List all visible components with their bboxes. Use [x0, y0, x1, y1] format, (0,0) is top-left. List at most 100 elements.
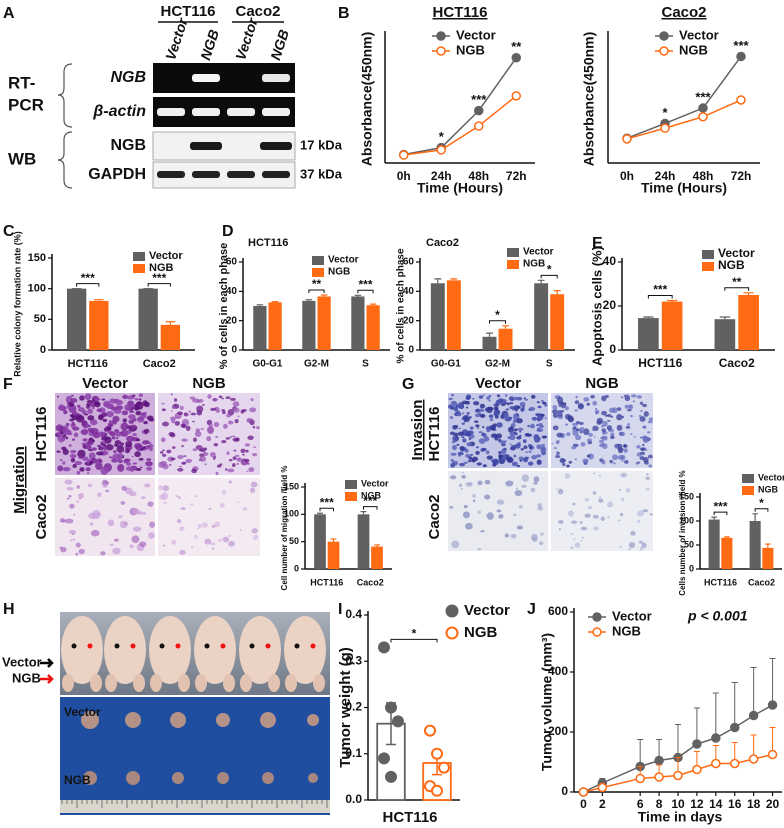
- stain-spot: [475, 450, 480, 455]
- stain-spot: [574, 400, 580, 405]
- stain-spot: [123, 430, 132, 435]
- stain-spot: [57, 395, 60, 398]
- panel-label: C: [3, 223, 15, 240]
- stain-spot: [481, 432, 486, 437]
- y-axis-label: % of cells in each phase: [396, 248, 407, 363]
- stain-spot: [170, 393, 174, 396]
- stain-spot: [228, 540, 235, 547]
- legend-label: NGB: [758, 484, 779, 494]
- stain-spot: [214, 521, 221, 528]
- y-tick-label: 0: [561, 784, 568, 798]
- stain-spot: [237, 457, 241, 460]
- arrow: [40, 674, 54, 684]
- stain-spot: [451, 393, 455, 397]
- stain-spot: [225, 413, 231, 418]
- stain-spot: [109, 456, 113, 459]
- significance-label: *: [547, 263, 552, 277]
- stain-spot: [204, 538, 212, 545]
- stain-spot: [201, 404, 205, 406]
- stain-spot: [68, 530, 77, 535]
- stain-spot: [556, 451, 559, 454]
- stain-spot: [525, 451, 528, 453]
- stain-spot: [598, 439, 605, 443]
- significance-label: **: [732, 275, 742, 289]
- stain-spot: [126, 462, 132, 466]
- stain-spot: [540, 447, 547, 453]
- stain-spot: [486, 406, 493, 414]
- legend-label: Vector: [456, 27, 496, 42]
- ruler: [60, 800, 330, 813]
- x-tick-label: HCT116: [638, 356, 682, 370]
- error-bar: [502, 325, 510, 329]
- stain-spot: [519, 434, 522, 437]
- stain-spot: [69, 453, 77, 459]
- stain-spot: [113, 538, 119, 542]
- stain-spot: [256, 425, 260, 430]
- stain-spot: [185, 458, 192, 464]
- stain-spot: [208, 424, 213, 427]
- stain-spot: [250, 487, 256, 494]
- legend-swatch: [312, 256, 324, 265]
- mouse-leg: [150, 674, 162, 692]
- bar: [89, 300, 109, 350]
- stain-spot: [472, 499, 476, 503]
- stain-spot: [131, 455, 134, 458]
- stain-spot: [468, 456, 473, 461]
- stain-spot: [163, 501, 167, 505]
- size-label: 37 kDa: [300, 166, 343, 181]
- stain-spot: [645, 476, 650, 480]
- stain-spot: [183, 412, 189, 417]
- stain-spot: [129, 544, 134, 549]
- stain-spot: [98, 459, 102, 462]
- stain-spot: [451, 440, 456, 444]
- stain-spot: [146, 466, 153, 471]
- x-tick-label: HCT116: [310, 577, 343, 587]
- stain-spot: [568, 510, 574, 517]
- bar: [327, 541, 340, 569]
- band: [192, 171, 220, 178]
- tumor-mark: [310, 643, 316, 649]
- stain-spot: [189, 396, 196, 400]
- stain-spot: [606, 425, 613, 431]
- stain-spot: [113, 450, 117, 454]
- significance-label: ***: [320, 495, 334, 509]
- tumor: [262, 772, 274, 784]
- stain-spot: [587, 505, 593, 510]
- stain-spot: [71, 421, 75, 426]
- stain-spot: [97, 492, 102, 498]
- stain-spot: [162, 421, 170, 427]
- stain-spot: [221, 397, 224, 400]
- stain-spot: [510, 480, 514, 484]
- bracket: [57, 131, 73, 189]
- stain-spot: [227, 409, 235, 416]
- stain-spot: [60, 546, 67, 553]
- error-bar: [450, 278, 458, 281]
- stain-spot: [488, 399, 491, 402]
- stain-spot: [510, 444, 517, 450]
- stain-spot: [596, 420, 602, 425]
- tumor-mark: [87, 643, 93, 649]
- point: [431, 747, 443, 760]
- y-tick-label: 0.4: [345, 607, 362, 621]
- stain-spot: [70, 450, 75, 454]
- stain-spot: [177, 411, 183, 415]
- stain-spot: [626, 423, 631, 426]
- stain-spot: [190, 412, 197, 416]
- stain-spot: [143, 401, 150, 408]
- stain-spot: [472, 494, 476, 498]
- significance-bracket: [147, 283, 171, 287]
- stain-spot: [558, 528, 561, 531]
- y-tick-label: 20: [226, 315, 238, 326]
- legend-label: Vector: [361, 478, 389, 488]
- stain-spot: [140, 496, 146, 500]
- stain-spot: [139, 541, 147, 548]
- stain-spot: [451, 540, 460, 549]
- stain-spot: [73, 513, 76, 516]
- stain-spot: [640, 447, 647, 452]
- stain-spot: [528, 425, 532, 428]
- stain-spot: [102, 445, 108, 451]
- stain-spot: [144, 483, 151, 488]
- stain-spot: [250, 398, 254, 402]
- x-tick-label: 0h: [397, 169, 411, 183]
- stain-spot: [108, 423, 114, 428]
